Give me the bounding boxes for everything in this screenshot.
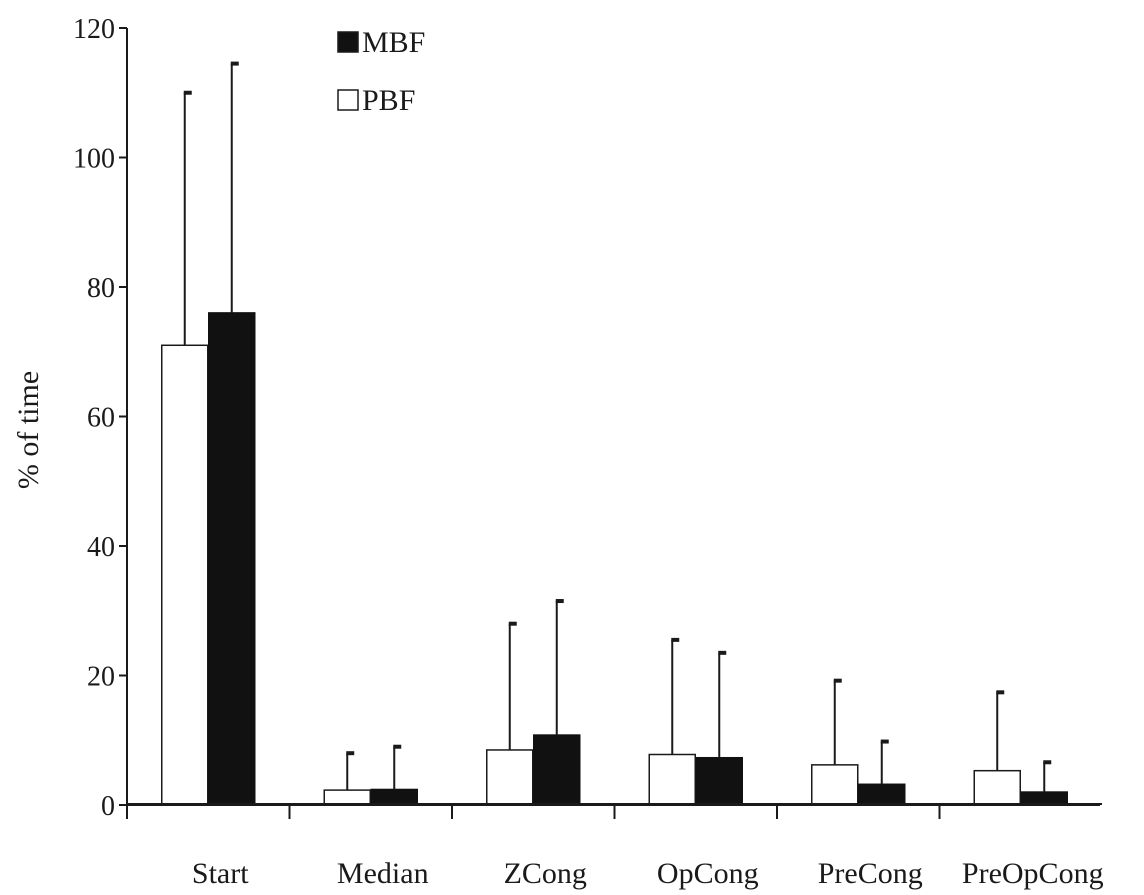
bar-pbf-zcong xyxy=(486,749,534,806)
category-label-zcong: ZCong xyxy=(504,857,587,890)
legend-swatch-pbf xyxy=(337,89,359,111)
y-tick-label: 60 xyxy=(87,403,115,434)
category-label-opcong: OpCong xyxy=(657,857,759,890)
y-tick-label: 40 xyxy=(87,532,115,563)
legend-swatch-mbf xyxy=(337,31,359,53)
category-label-preopcong: PreOpCong xyxy=(962,857,1104,890)
legend-label-mbf: MBF xyxy=(362,26,425,59)
y-tick-label: 120 xyxy=(73,14,115,45)
bar-pbf-precong xyxy=(811,764,859,806)
y-tick-label: 0 xyxy=(101,791,115,822)
bar-mbf-precong xyxy=(858,783,906,806)
bar-pbf-median xyxy=(323,789,371,806)
bar-pbf-preopcong xyxy=(973,769,1021,806)
category-labels: Start Median ZCong OpCong PreCong PreOpCong xyxy=(192,857,1104,890)
bar-mbf-zcong xyxy=(533,734,581,806)
category-label-median: Median xyxy=(337,857,429,890)
category-label-start: Start xyxy=(192,857,249,890)
legend-label-pbf: PBF xyxy=(362,84,415,117)
bar-pbf-opcong xyxy=(648,753,696,806)
legend: MBF PBF xyxy=(337,26,425,117)
y-tick-label: 80 xyxy=(87,273,115,304)
y-tick-label: 20 xyxy=(87,662,115,693)
bar-mbf-median xyxy=(370,788,418,806)
y-axis-ticks: 0 20 40 60 80 100 120 xyxy=(73,14,127,822)
y-tick-label: 100 xyxy=(73,144,115,175)
y-axis-title: % of time xyxy=(12,371,45,489)
bar-mbf-opcong xyxy=(695,756,743,806)
bars xyxy=(127,312,1102,806)
error-bars xyxy=(183,61,1052,793)
bar-pbf-start xyxy=(161,344,209,806)
bar-mbf-start xyxy=(208,312,256,806)
category-label-precong: PreCong xyxy=(818,857,923,890)
x-axis-ticks xyxy=(126,805,941,819)
